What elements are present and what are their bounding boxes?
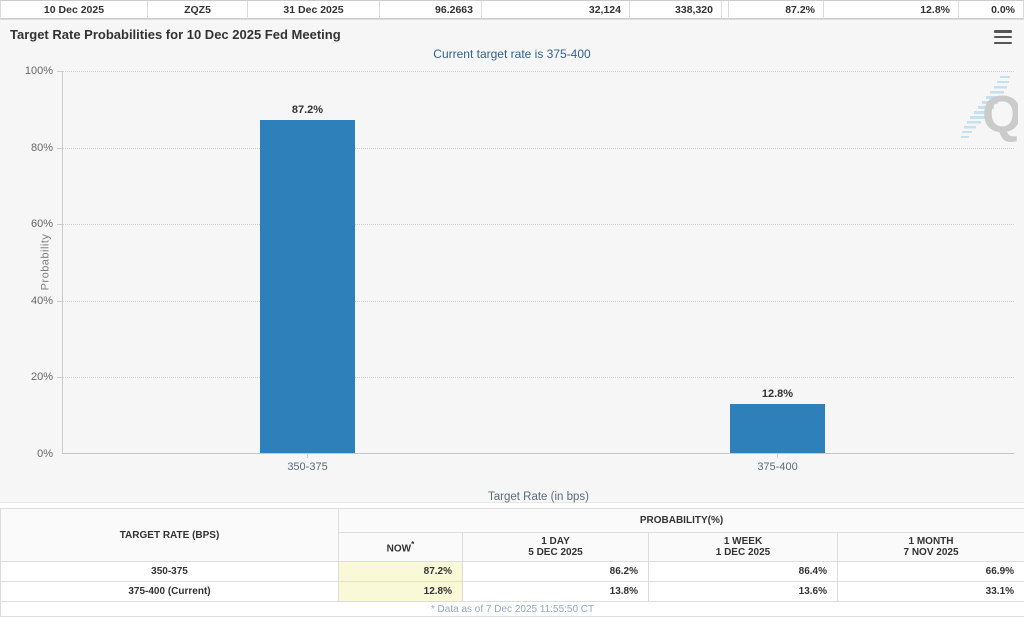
probability-bar-375-400[interactable] bbox=[730, 404, 825, 453]
gridline-20 bbox=[63, 377, 1014, 378]
volume-cell: 32,124 bbox=[482, 1, 630, 19]
probability-table: TARGET RATE (BPS) PROBABILITY(%) NOW* 1 … bbox=[0, 508, 1024, 617]
bar-value-label: 12.8% bbox=[762, 388, 793, 400]
y-axis-title: Probability bbox=[39, 234, 51, 291]
contract-info-strip: 10 Dec 2025 ZQZ5 31 Dec 2025 96.2663 32,… bbox=[0, 0, 1024, 19]
probability-summary-group: 87.2% 12.8% 0.0% bbox=[728, 1, 1024, 19]
table-footnote-row: * Data as of 7 Dec 2025 11:55:50 CT bbox=[1, 602, 1024, 617]
col-header-1week-date: 1 DEC 2025 bbox=[649, 547, 837, 558]
probability-chart-panel: Target Rate Probabilities for 10 Dec 202… bbox=[0, 19, 1024, 503]
day-prob-cell: 13.8% bbox=[463, 582, 649, 602]
table-row-375-400-current: 375-400 (Current) 12.8% 13.8% 13.6% 33.1… bbox=[1, 582, 1024, 602]
week-prob-cell: 86.4% bbox=[649, 562, 838, 582]
now-prob-cell: 12.8% bbox=[339, 582, 463, 602]
price-cell: 96.2663 bbox=[380, 1, 482, 19]
prob-ease-cell: 87.2% bbox=[728, 1, 824, 19]
y-tick-label: 60% bbox=[13, 218, 53, 230]
y-tick bbox=[57, 301, 63, 302]
meeting-date-cell: 10 Dec 2025 bbox=[0, 1, 148, 19]
x-category-label: 350-375 bbox=[260, 461, 355, 473]
bar-column-375-400: 12.8% bbox=[730, 71, 825, 453]
y-tick-label: 0% bbox=[13, 448, 53, 460]
x-category-label: 375-400 bbox=[730, 461, 825, 473]
y-tick bbox=[57, 71, 63, 72]
footnote-asterisk: * bbox=[411, 539, 414, 549]
y-tick bbox=[57, 377, 63, 378]
hamburger-bar bbox=[994, 30, 1012, 33]
rate-cell: 375-400 (Current) bbox=[1, 582, 339, 602]
bar-column-350-375: 87.2% bbox=[260, 71, 355, 453]
col-header-1day-label: 1 DAY bbox=[463, 536, 648, 547]
x-tick bbox=[307, 453, 308, 458]
hamburger-bar bbox=[994, 42, 1012, 45]
chart-menu-icon[interactable] bbox=[994, 30, 1012, 44]
x-axis-title: Target Rate (in bps) bbox=[63, 491, 1014, 503]
day-prob-cell: 86.2% bbox=[463, 562, 649, 582]
y-tick-label: 80% bbox=[13, 142, 53, 154]
expiry-date-cell: 31 Dec 2025 bbox=[248, 1, 380, 19]
col-header-now-label: NOW bbox=[387, 544, 411, 555]
gridline-40 bbox=[63, 301, 1014, 302]
col-header-1week-label: 1 WEEK bbox=[649, 536, 837, 547]
plot-area: Probability 100% 80% 60% 40% 20% 0% 87.2… bbox=[62, 71, 1014, 454]
month-prob-cell: 33.1% bbox=[838, 582, 1024, 602]
x-tick bbox=[777, 453, 778, 458]
col-header-1month-label: 1 MONTH bbox=[838, 536, 1024, 547]
probability-table-section: TARGET RATE (BPS) PROBABILITY(%) NOW* 1 … bbox=[0, 508, 1024, 617]
col-header-1month-date: 7 NOV 2025 bbox=[838, 547, 1024, 558]
col-header-1day-date: 5 DEC 2025 bbox=[463, 547, 648, 558]
y-tick-label: 100% bbox=[13, 65, 53, 77]
open-interest-cell: 338,320 bbox=[630, 1, 722, 19]
month-prob-cell: 66.9% bbox=[838, 562, 1024, 582]
y-tick-label: 40% bbox=[13, 295, 53, 307]
rate-cell: 350-375 bbox=[1, 562, 339, 582]
gridline-80 bbox=[63, 148, 1014, 149]
col-header-1month: 1 MONTH 7 NOV 2025 bbox=[838, 533, 1024, 562]
prob-hike-cell: 0.0% bbox=[959, 1, 1024, 19]
data-as-of-note: * Data as of 7 Dec 2025 11:55:50 CT bbox=[1, 602, 1024, 617]
chart-subtitle: Current target rate is 375-400 bbox=[0, 47, 1024, 61]
chart-title: Target Rate Probabilities for 10 Dec 202… bbox=[10, 27, 341, 42]
contract-symbol-cell: ZQZ5 bbox=[148, 1, 248, 19]
prob-hold-cell: 12.8% bbox=[824, 1, 959, 19]
col-header-1day: 1 DAY 5 DEC 2025 bbox=[463, 533, 649, 562]
week-prob-cell: 13.6% bbox=[649, 582, 838, 602]
contract-detail-group: 10 Dec 2025 ZQZ5 31 Dec 2025 96.2663 32,… bbox=[0, 1, 722, 19]
y-tick bbox=[57, 224, 63, 225]
probability-bar-350-375[interactable] bbox=[260, 120, 355, 453]
table-row-350-375: 350-375 87.2% 86.2% 86.4% 66.9% bbox=[1, 562, 1024, 582]
bar-value-label: 87.2% bbox=[292, 104, 323, 116]
gridline-100 bbox=[63, 71, 1014, 72]
col-header-now: NOW* bbox=[339, 533, 463, 562]
y-tick-label: 20% bbox=[13, 371, 53, 383]
hamburger-bar bbox=[994, 36, 1012, 39]
gridline-60 bbox=[63, 224, 1014, 225]
now-prob-cell: 87.2% bbox=[339, 562, 463, 582]
y-tick bbox=[57, 148, 63, 149]
col-header-1week: 1 WEEK 1 DEC 2025 bbox=[649, 533, 838, 562]
probability-group-header: PROBABILITY(%) bbox=[339, 509, 1024, 533]
target-rate-header: TARGET RATE (BPS) bbox=[1, 509, 339, 562]
